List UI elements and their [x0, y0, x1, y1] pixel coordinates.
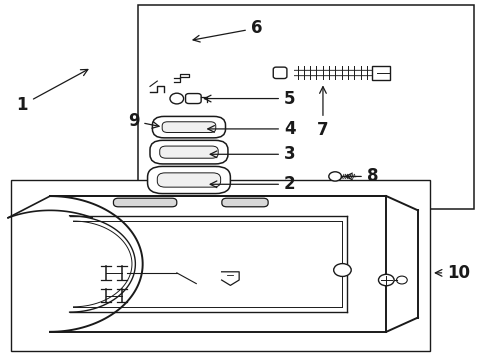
Circle shape [329, 172, 342, 181]
Bar [138, 5, 474, 208]
Text: 9: 9 [128, 112, 159, 130]
Text: 10: 10 [435, 264, 470, 282]
Circle shape [378, 274, 394, 286]
Circle shape [334, 264, 351, 276]
Ellipse shape [170, 93, 184, 104]
Text: 6: 6 [193, 19, 262, 42]
Bar [372, 66, 390, 80]
FancyBboxPatch shape [152, 116, 225, 138]
Text: 2: 2 [210, 175, 295, 193]
FancyBboxPatch shape [273, 67, 287, 78]
FancyBboxPatch shape [162, 122, 216, 132]
Text: 3: 3 [210, 145, 295, 163]
Bar [11, 180, 430, 351]
Text: 1: 1 [17, 69, 88, 114]
Text: 8: 8 [345, 167, 378, 185]
Circle shape [396, 276, 407, 284]
FancyBboxPatch shape [222, 198, 268, 207]
FancyBboxPatch shape [157, 173, 220, 187]
FancyBboxPatch shape [160, 146, 218, 158]
FancyBboxPatch shape [147, 166, 230, 194]
FancyBboxPatch shape [186, 94, 201, 104]
FancyBboxPatch shape [150, 140, 228, 164]
Text: 5: 5 [204, 90, 295, 108]
FancyBboxPatch shape [114, 198, 177, 207]
Text: 7: 7 [317, 87, 329, 139]
Text: 4: 4 [208, 120, 295, 138]
